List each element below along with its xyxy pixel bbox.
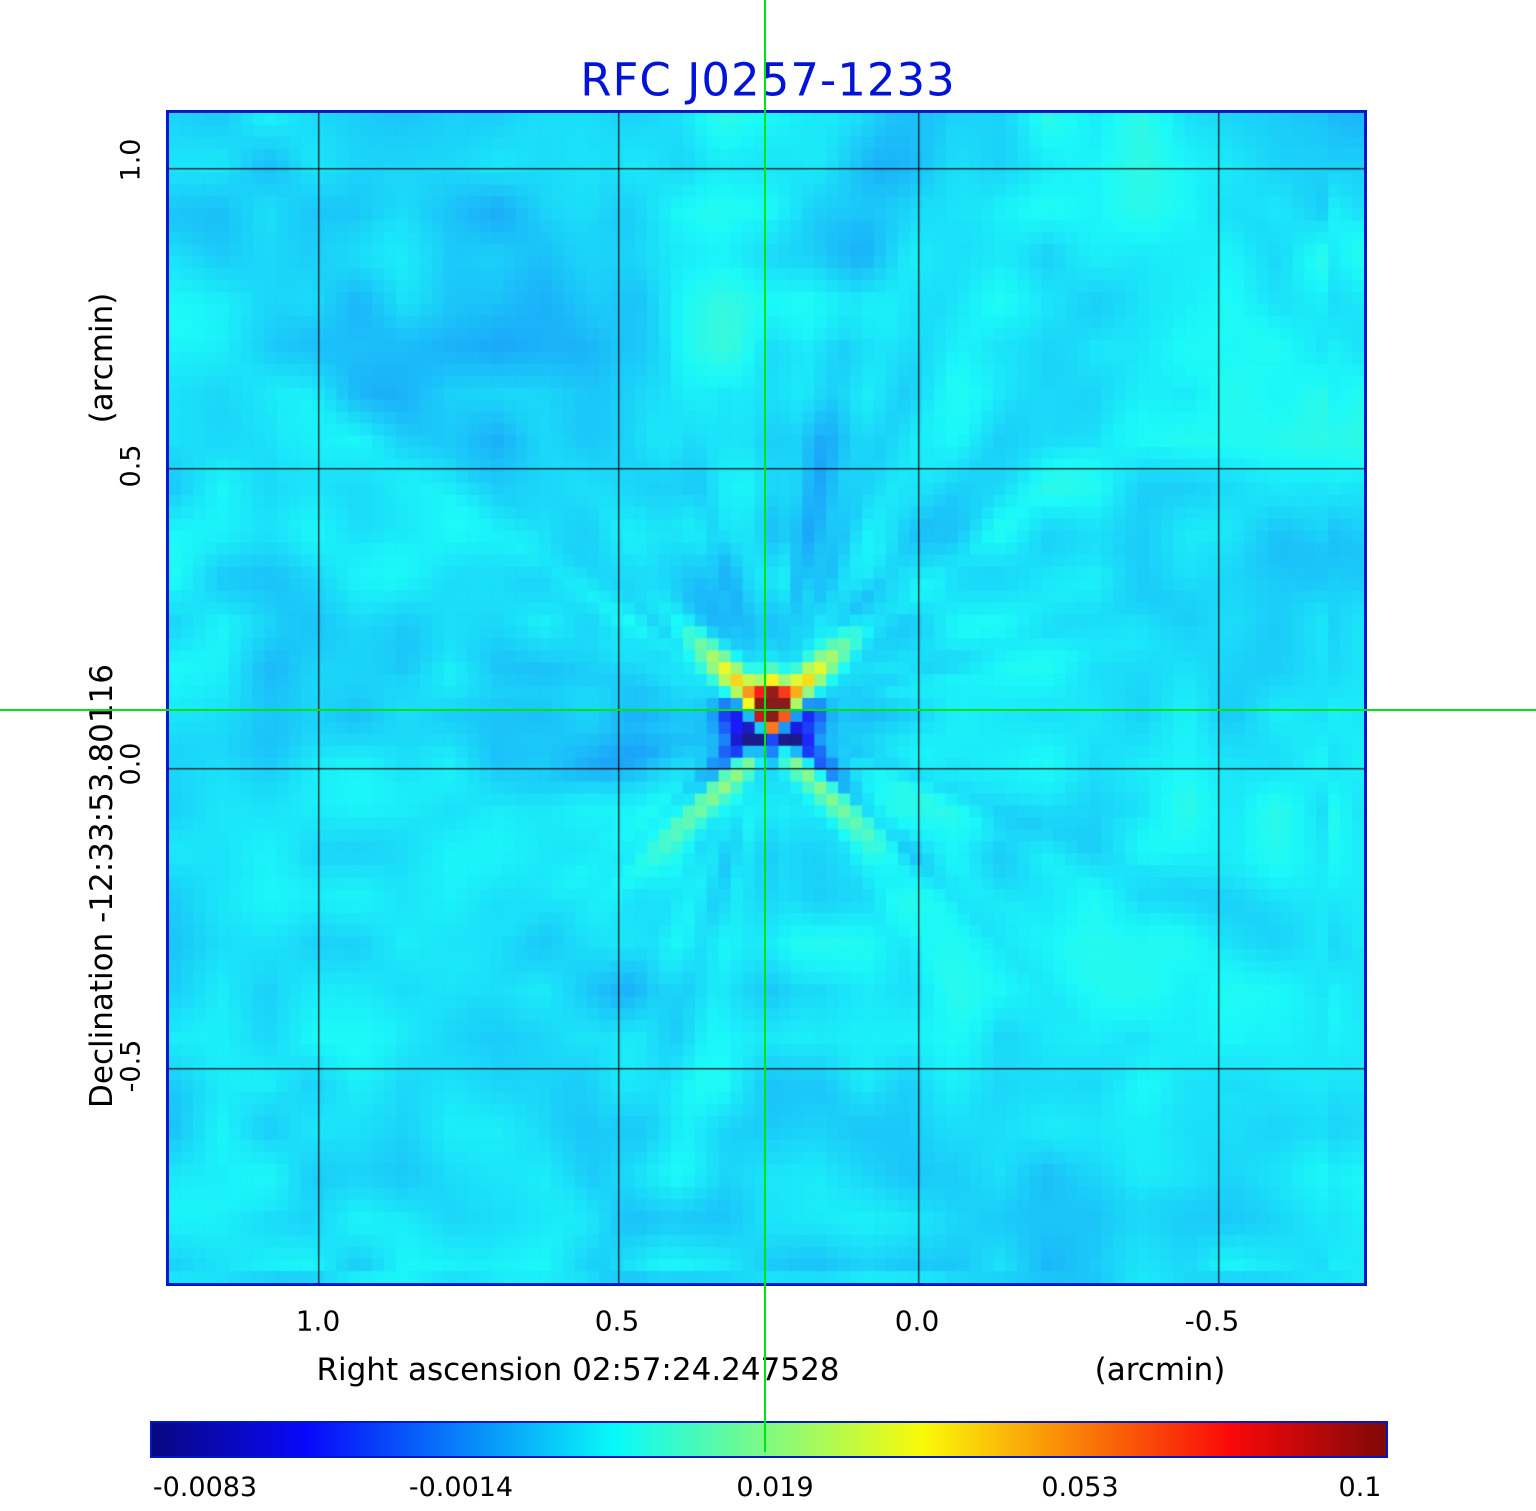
y-tick-label: 0.5 (115, 444, 147, 488)
colorbar (150, 1421, 1388, 1458)
colorbar-tick-label: 0.053 (1041, 1472, 1119, 1503)
radio-map-canvas (169, 113, 1364, 1283)
colorbar-tick-label: -0.0014 (408, 1472, 514, 1503)
y-tick-label: -0.5 (115, 1039, 147, 1093)
x-tick-label: 0.0 (894, 1304, 940, 1338)
x-tick-label: -0.5 (1184, 1304, 1240, 1338)
chart-title: RFC J0257-1233 (580, 53, 956, 107)
crosshair-vertical-line (764, 0, 766, 1452)
y-tick-label: 0.0 (115, 742, 147, 786)
x-tick-label: 0.5 (594, 1304, 640, 1338)
y-tick-label: 1.0 (115, 138, 147, 182)
colorbar-tick-label: -0.0083 (152, 1472, 258, 1503)
y-axis-unit-label: (arcmin) (84, 292, 120, 424)
x-tick-label: 1.0 (295, 1304, 341, 1338)
colorbar-canvas (152, 1423, 1386, 1456)
colorbar-tick-label: 0.1 (1338, 1472, 1382, 1503)
x-axis-unit-label: (arcmin) (1094, 1352, 1226, 1388)
plot-area (166, 110, 1367, 1286)
colorbar-tick-label: 0.019 (736, 1472, 814, 1503)
crosshair-horizontal-line (0, 709, 1536, 711)
x-axis-label: Right ascension 02:57:24.247528 (316, 1352, 840, 1388)
